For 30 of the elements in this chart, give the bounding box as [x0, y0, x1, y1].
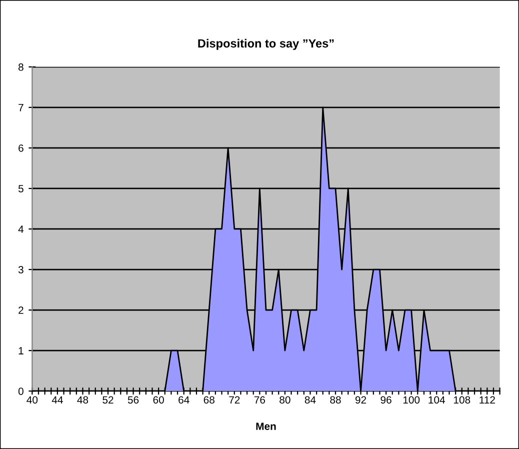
y-tick-label: 2	[18, 306, 24, 314]
x-tick-label: 80	[280, 396, 290, 404]
x-tick-label: 48	[77, 396, 88, 404]
x-tick-label: 84	[304, 396, 316, 404]
x-tick-label: 112	[480, 396, 495, 404]
x-tick-label: 104	[428, 396, 445, 404]
y-tick-label: 0	[18, 388, 24, 395]
x-tick-label: 92	[355, 396, 366, 404]
x-tick-label: 76	[254, 396, 266, 404]
x-tick-label: 52	[102, 396, 114, 404]
x-tick-label: 108	[454, 396, 470, 404]
y-tick-label: 3	[18, 266, 24, 274]
x-tick-label: 56	[128, 396, 139, 404]
y-tick-label: 5	[18, 185, 24, 192]
y-tick-label: 1	[18, 347, 24, 354]
x-tick-label: 72	[229, 396, 240, 404]
x-axis-title: Men	[256, 422, 276, 430]
x-tick-label: 64	[178, 396, 190, 404]
x-tick-label: 100	[403, 396, 420, 404]
x-tick-label: 60	[153, 396, 164, 404]
y-tick-label: 6	[18, 144, 24, 152]
x-tick-label: 96	[380, 396, 392, 404]
chart-title: Disposition to say ”Yes”	[198, 38, 334, 50]
y-tick-label: 7	[18, 104, 24, 112]
x-tick-label: 68	[204, 396, 214, 404]
y-tick-label: 8	[18, 63, 24, 71]
y-tick-label: 4	[18, 226, 24, 233]
x-tick-label: 44	[52, 396, 63, 404]
x-tick-label: 40	[26, 396, 38, 404]
x-tick-label: 88	[330, 396, 341, 404]
